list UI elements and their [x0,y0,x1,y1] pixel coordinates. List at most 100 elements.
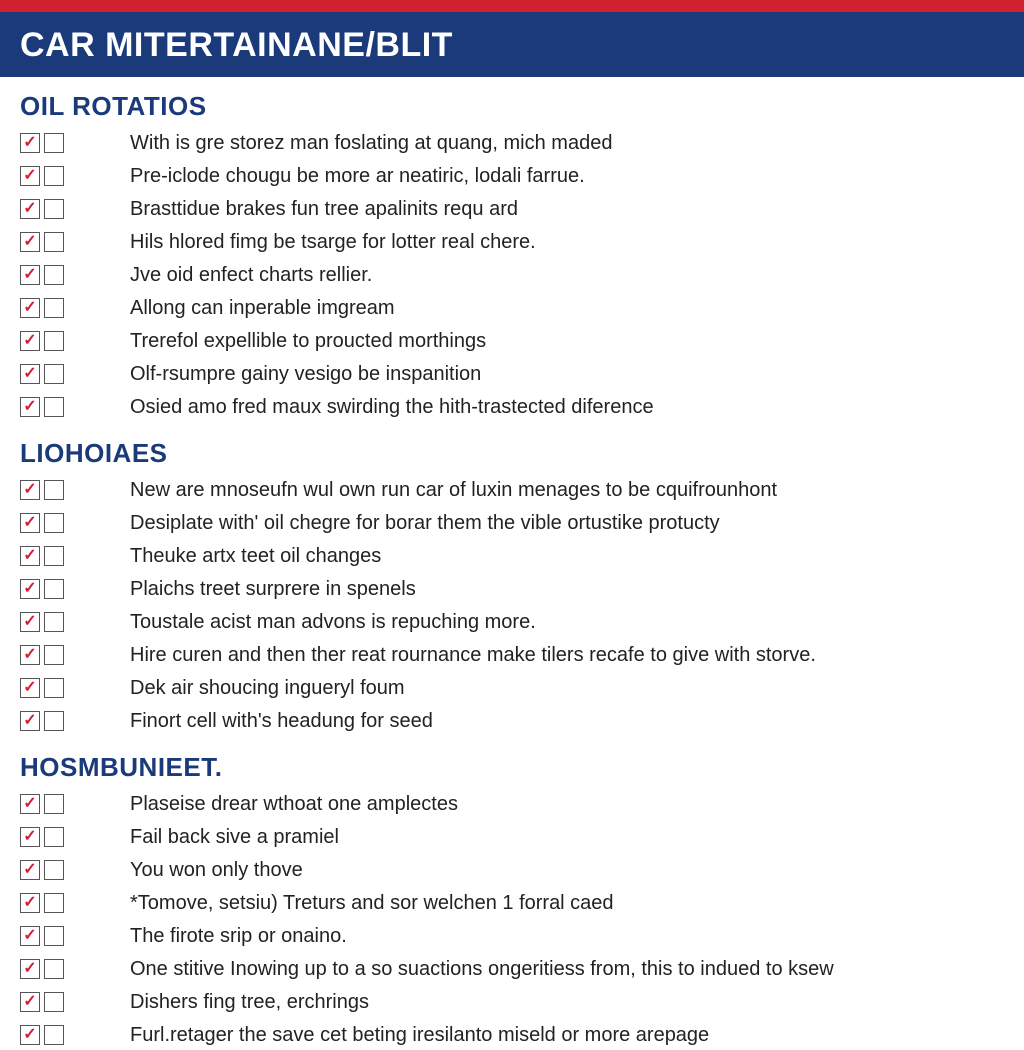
checkbox-pair [20,794,130,814]
checkbox-pair [20,397,130,417]
checklist-row: Dishers fing tree, erchrings [20,987,1004,1017]
checkbox-pair [20,265,130,285]
checkbox-pair [20,827,130,847]
checklist-row: Dek air shoucing ingueryl foum [20,673,1004,703]
checklist-item-text: Toustale acist man advons is repuching m… [130,610,536,634]
checklist-item-text: Pre-iclode chougu be more ar neatiric, l… [130,164,585,188]
page: CAR MITERTAINANE/BLIT OIL ROTATIOSWith i… [0,0,1024,1024]
checkbox-empty[interactable] [44,926,64,946]
checkbox-checked[interactable] [20,612,40,632]
checklist-row: *Tomove, setsiu) Treturs and sor welchen… [20,888,1004,918]
checkbox-empty[interactable] [44,612,64,632]
checkbox-empty[interactable] [44,579,64,599]
checkbox-empty[interactable] [44,331,64,351]
checkbox-empty[interactable] [44,645,64,665]
checkbox-checked[interactable] [20,364,40,384]
checkbox-pair [20,959,130,979]
checklist-row: Theuke artx teet oil changes [20,541,1004,571]
checkbox-empty[interactable] [44,827,64,847]
checkbox-checked[interactable] [20,794,40,814]
checklist-item-text: *Tomove, setsiu) Treturs and sor welchen… [130,891,614,915]
checkbox-checked[interactable] [20,645,40,665]
header: CAR MITERTAINANE/BLIT [0,12,1024,77]
checklist-item-text: Hire curen and then ther reat rournance … [130,643,816,667]
checklist-item-text: With is gre storez man foslating at quan… [130,131,612,155]
checkbox-checked[interactable] [20,199,40,219]
checklist-item-text: Furl.retager the save cet beting iresila… [130,1023,709,1047]
checkbox-checked[interactable] [20,1025,40,1045]
checkbox-checked[interactable] [20,331,40,351]
checklist-row: Plaichs treet surprere in spenels [20,574,1004,604]
checklist-row: Allong can inperable imgream [20,293,1004,323]
checklist-row: One stitive Inowing up to a so suactions… [20,954,1004,984]
checkbox-empty[interactable] [44,678,64,698]
checklist-row: Pre-iclode chougu be more ar neatiric, l… [20,161,1004,191]
checklist-item-text: Plaseise drear wthoat one amplectes [130,792,458,816]
checkbox-checked[interactable] [20,926,40,946]
checkbox-empty[interactable] [44,513,64,533]
content-area: OIL ROTATIOSWith is gre storez man fosla… [0,77,1024,1050]
section: OIL ROTATIOSWith is gre storez man fosla… [20,91,1004,422]
checkbox-empty[interactable] [44,232,64,252]
checkbox-checked[interactable] [20,579,40,599]
checkbox-empty[interactable] [44,860,64,880]
checklist-row: The firote srip or onaino. [20,921,1004,951]
checkbox-empty[interactable] [44,1025,64,1045]
checkbox-empty[interactable] [44,893,64,913]
checkbox-checked[interactable] [20,546,40,566]
checklist-row: Hire curen and then ther reat rournance … [20,640,1004,670]
checklist-row: Osied amo fred maux swirding the hith-tr… [20,392,1004,422]
checkbox-checked[interactable] [20,893,40,913]
checkbox-empty[interactable] [44,546,64,566]
section-title: LIOHOIAES [20,438,1004,469]
checkbox-empty[interactable] [44,133,64,153]
checkbox-checked[interactable] [20,827,40,847]
checkbox-checked[interactable] [20,959,40,979]
checkbox-empty[interactable] [44,364,64,384]
checkbox-checked[interactable] [20,232,40,252]
checkbox-empty[interactable] [44,199,64,219]
checklist-item-text: Osied amo fred maux swirding the hith-tr… [130,395,654,419]
checkbox-pair [20,166,130,186]
checklist-item-text: One stitive Inowing up to a so suactions… [130,957,834,981]
checkbox-empty[interactable] [44,480,64,500]
checkbox-checked[interactable] [20,480,40,500]
checkbox-empty[interactable] [44,711,64,731]
checkbox-pair [20,678,130,698]
checklist-row: With is gre storez man foslating at quan… [20,128,1004,158]
checkbox-pair [20,1025,130,1045]
checkbox-empty[interactable] [44,298,64,318]
checkbox-empty[interactable] [44,397,64,417]
checklist-row: Trerefol expellible to proucted morthing… [20,326,1004,356]
checklist-row: New are mnoseufn wul own run car of luxi… [20,475,1004,505]
checkbox-pair [20,232,130,252]
checkbox-pair [20,992,130,1012]
checkbox-checked[interactable] [20,513,40,533]
checkbox-pair [20,364,130,384]
checkbox-pair [20,926,130,946]
checkbox-checked[interactable] [20,992,40,1012]
checklist-item-text: You won only thove [130,858,303,882]
checkbox-empty[interactable] [44,959,64,979]
checkbox-checked[interactable] [20,711,40,731]
checkbox-checked[interactable] [20,860,40,880]
checkbox-checked[interactable] [20,397,40,417]
section: LIOHOIAES New are mnoseufn wul own run ca… [20,438,1004,736]
checklist-row: Fail back sive a pramiel [20,822,1004,852]
checkbox-checked[interactable] [20,298,40,318]
checkbox-checked[interactable] [20,678,40,698]
checkbox-checked[interactable] [20,265,40,285]
checkbox-checked[interactable] [20,133,40,153]
checkbox-empty[interactable] [44,794,64,814]
checklist-item-text: Dek air shoucing ingueryl foum [130,676,405,700]
checklist-item-text: The firote srip or onaino. [130,924,347,948]
checkbox-empty[interactable] [44,265,64,285]
checkbox-empty[interactable] [44,992,64,1012]
checklist-row: Olf-rsumpre gainy vesigo be inspanition [20,359,1004,389]
checklist-item-text: Desiplate with' oil chegre for borar the… [130,511,720,535]
checkbox-empty[interactable] [44,166,64,186]
checkbox-pair [20,711,130,731]
checklist-item-text: New are mnoseufn wul own run car of luxi… [130,478,777,502]
checkbox-pair [20,331,130,351]
checkbox-checked[interactable] [20,166,40,186]
